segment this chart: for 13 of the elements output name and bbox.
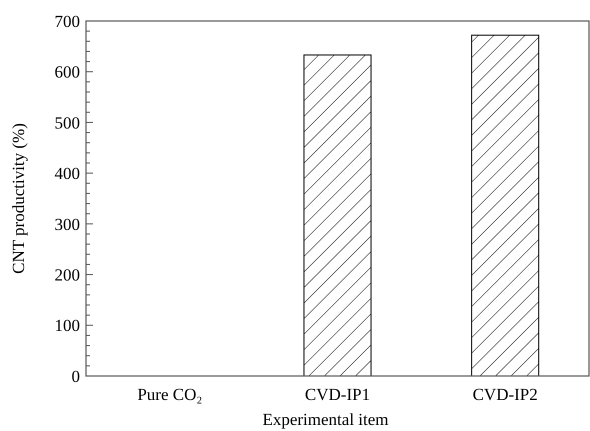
y-axis-title: CNT productivity (%)	[9, 123, 28, 274]
y-tick-label: 400	[54, 164, 80, 184]
y-tick-label: 700	[54, 12, 80, 31]
y-tick-label: 100	[54, 316, 80, 336]
x-tick-label: Pure CO₂	[137, 385, 202, 404]
y-tick-label: 200	[54, 266, 80, 285]
y-tick-label: 300	[54, 214, 80, 234]
x-axis-title: Experimental item	[262, 410, 389, 429]
y-tick-label: 500	[54, 113, 80, 132]
x-tick-label: CVD-IP2	[472, 385, 538, 404]
y-tick-label: 0	[72, 366, 80, 386]
y-tick-label: 600	[54, 62, 80, 82]
x-tick-label: CVD-IP1	[304, 385, 370, 404]
